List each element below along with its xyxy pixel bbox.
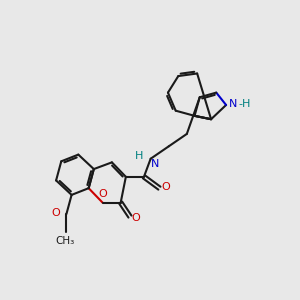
- Text: H: H: [135, 151, 143, 160]
- Text: CH₃: CH₃: [56, 236, 75, 246]
- Text: O: O: [131, 213, 140, 223]
- Text: N: N: [151, 159, 160, 169]
- Text: -H: -H: [238, 99, 251, 109]
- Text: O: O: [161, 182, 170, 192]
- Text: O: O: [51, 208, 60, 218]
- Text: N: N: [229, 99, 237, 109]
- Text: O: O: [98, 189, 107, 199]
